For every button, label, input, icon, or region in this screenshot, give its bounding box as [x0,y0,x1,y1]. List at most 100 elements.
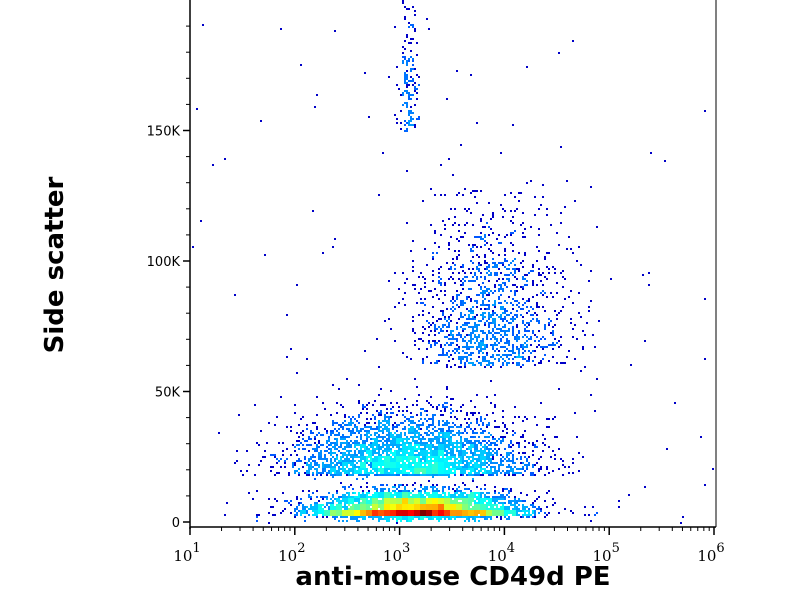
data-point [436,460,438,462]
data-point [352,458,354,460]
data-point [404,130,406,132]
data-point [504,334,506,336]
data-point [504,308,506,310]
data-point [360,446,362,448]
data-point [486,454,488,456]
data-point [390,496,392,498]
data-point [352,492,354,494]
data-point [486,446,488,448]
data-point [462,514,464,516]
data-point [480,420,482,422]
data-point [482,424,484,426]
data-point [432,424,434,426]
data-point [468,504,470,506]
data-point [548,360,550,362]
data-point [538,468,540,470]
data-point [382,152,384,154]
data-point [474,508,476,510]
data-point [314,502,316,504]
data-point [496,266,498,268]
data-point [536,346,538,348]
data-point [378,448,380,450]
data-point [508,470,510,472]
data-point [436,430,438,432]
data-point [372,460,374,462]
data-point [470,494,472,496]
data-point [272,466,274,468]
data-point [332,456,334,458]
data-point [504,274,506,276]
data-point [440,354,442,356]
data-point [386,498,388,500]
data-point [470,298,472,300]
data-point [480,510,482,512]
data-point [484,484,486,486]
data-point [500,328,502,330]
data-point [494,492,496,494]
data-point [466,322,468,324]
data-point [524,510,526,512]
data-point [482,330,484,332]
data-point [402,442,404,444]
data-point [478,450,480,452]
data-point [376,468,378,470]
data-point [522,474,524,476]
data-point [536,314,538,316]
data-point [446,502,448,504]
data-point [404,416,406,418]
data-point [390,412,392,414]
data-point [498,350,500,352]
data-point [538,496,540,498]
data-point [488,474,490,476]
data-point [554,436,556,438]
data-point [462,516,464,518]
data-point [414,474,416,476]
data-point [484,226,486,228]
data-point [304,448,306,450]
data-point [422,362,424,364]
data-point [502,488,504,490]
data-point [400,440,402,442]
data-point [492,510,494,512]
data-point [342,438,344,440]
data-point [460,356,462,358]
data-point [436,496,438,498]
data-point [444,448,446,450]
data-point [334,468,336,470]
data-point [562,464,564,466]
data-point [532,264,534,266]
data-point [448,476,450,478]
data-point [396,506,398,508]
data-point [370,508,372,510]
data-point [432,474,434,476]
data-point [504,506,506,508]
data-point [340,512,342,514]
data-point [476,496,478,498]
data-point [310,462,312,464]
data-point [462,264,464,266]
data-point [384,464,386,466]
data-point [542,290,544,292]
data-point [342,466,344,468]
data-point [366,448,368,450]
data-point [450,236,452,238]
data-point [460,452,462,454]
data-point [494,272,496,274]
data-point [574,358,576,360]
data-point [440,428,442,430]
data-point [474,274,476,276]
data-point [438,282,440,284]
data-point [560,212,562,214]
data-point [224,514,226,516]
data-point [490,506,492,508]
y-tick-label: 0 [172,516,180,531]
data-point [502,346,504,348]
data-point [338,498,340,500]
data-point [348,424,350,426]
data-point [470,334,472,336]
data-point [510,290,512,292]
data-point [424,514,426,516]
data-point [350,418,352,420]
data-point [396,84,398,86]
data-point [440,498,442,500]
